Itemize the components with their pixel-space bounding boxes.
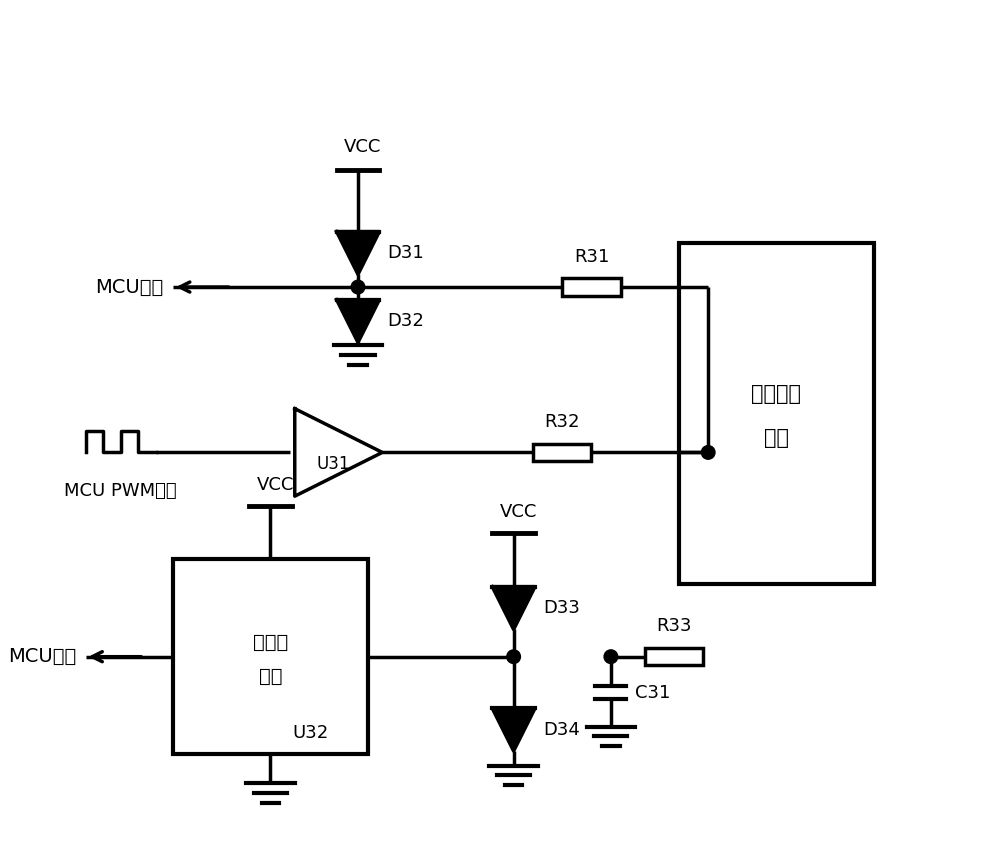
Text: R31: R31: [574, 248, 609, 266]
Text: U32: U32: [293, 724, 329, 742]
Circle shape: [351, 280, 365, 294]
Text: 看门狗: 看门狗: [253, 633, 288, 652]
Text: R33: R33: [656, 617, 692, 635]
Circle shape: [507, 650, 520, 664]
Text: D34: D34: [543, 721, 580, 739]
Circle shape: [604, 650, 618, 664]
Text: VCC: VCC: [500, 503, 537, 521]
Polygon shape: [295, 409, 382, 496]
Text: MCU PWM输出: MCU PWM输出: [64, 482, 177, 500]
Text: D31: D31: [387, 244, 424, 262]
Text: MCU检测: MCU检测: [95, 278, 163, 297]
Bar: [562, 278, 621, 296]
Text: D32: D32: [387, 312, 424, 330]
Bar: [533, 444, 591, 461]
Polygon shape: [337, 299, 379, 343]
Text: VCC: VCC: [344, 138, 382, 155]
Text: VCC: VCC: [257, 476, 294, 494]
Text: R32: R32: [545, 413, 580, 431]
Text: C31: C31: [635, 683, 671, 702]
Bar: [645, 648, 703, 665]
Bar: [679, 243, 874, 583]
Text: U31: U31: [317, 455, 350, 473]
Polygon shape: [337, 231, 379, 274]
Bar: [173, 559, 368, 754]
Text: MCU检测: MCU检测: [8, 647, 76, 666]
Circle shape: [701, 445, 715, 459]
Text: 芯片: 芯片: [259, 666, 282, 685]
Text: 环路: 环路: [764, 428, 789, 448]
Polygon shape: [492, 587, 535, 629]
Text: D33: D33: [543, 599, 580, 617]
Polygon shape: [492, 709, 535, 751]
Text: 高压互锁: 高压互锁: [751, 384, 801, 404]
